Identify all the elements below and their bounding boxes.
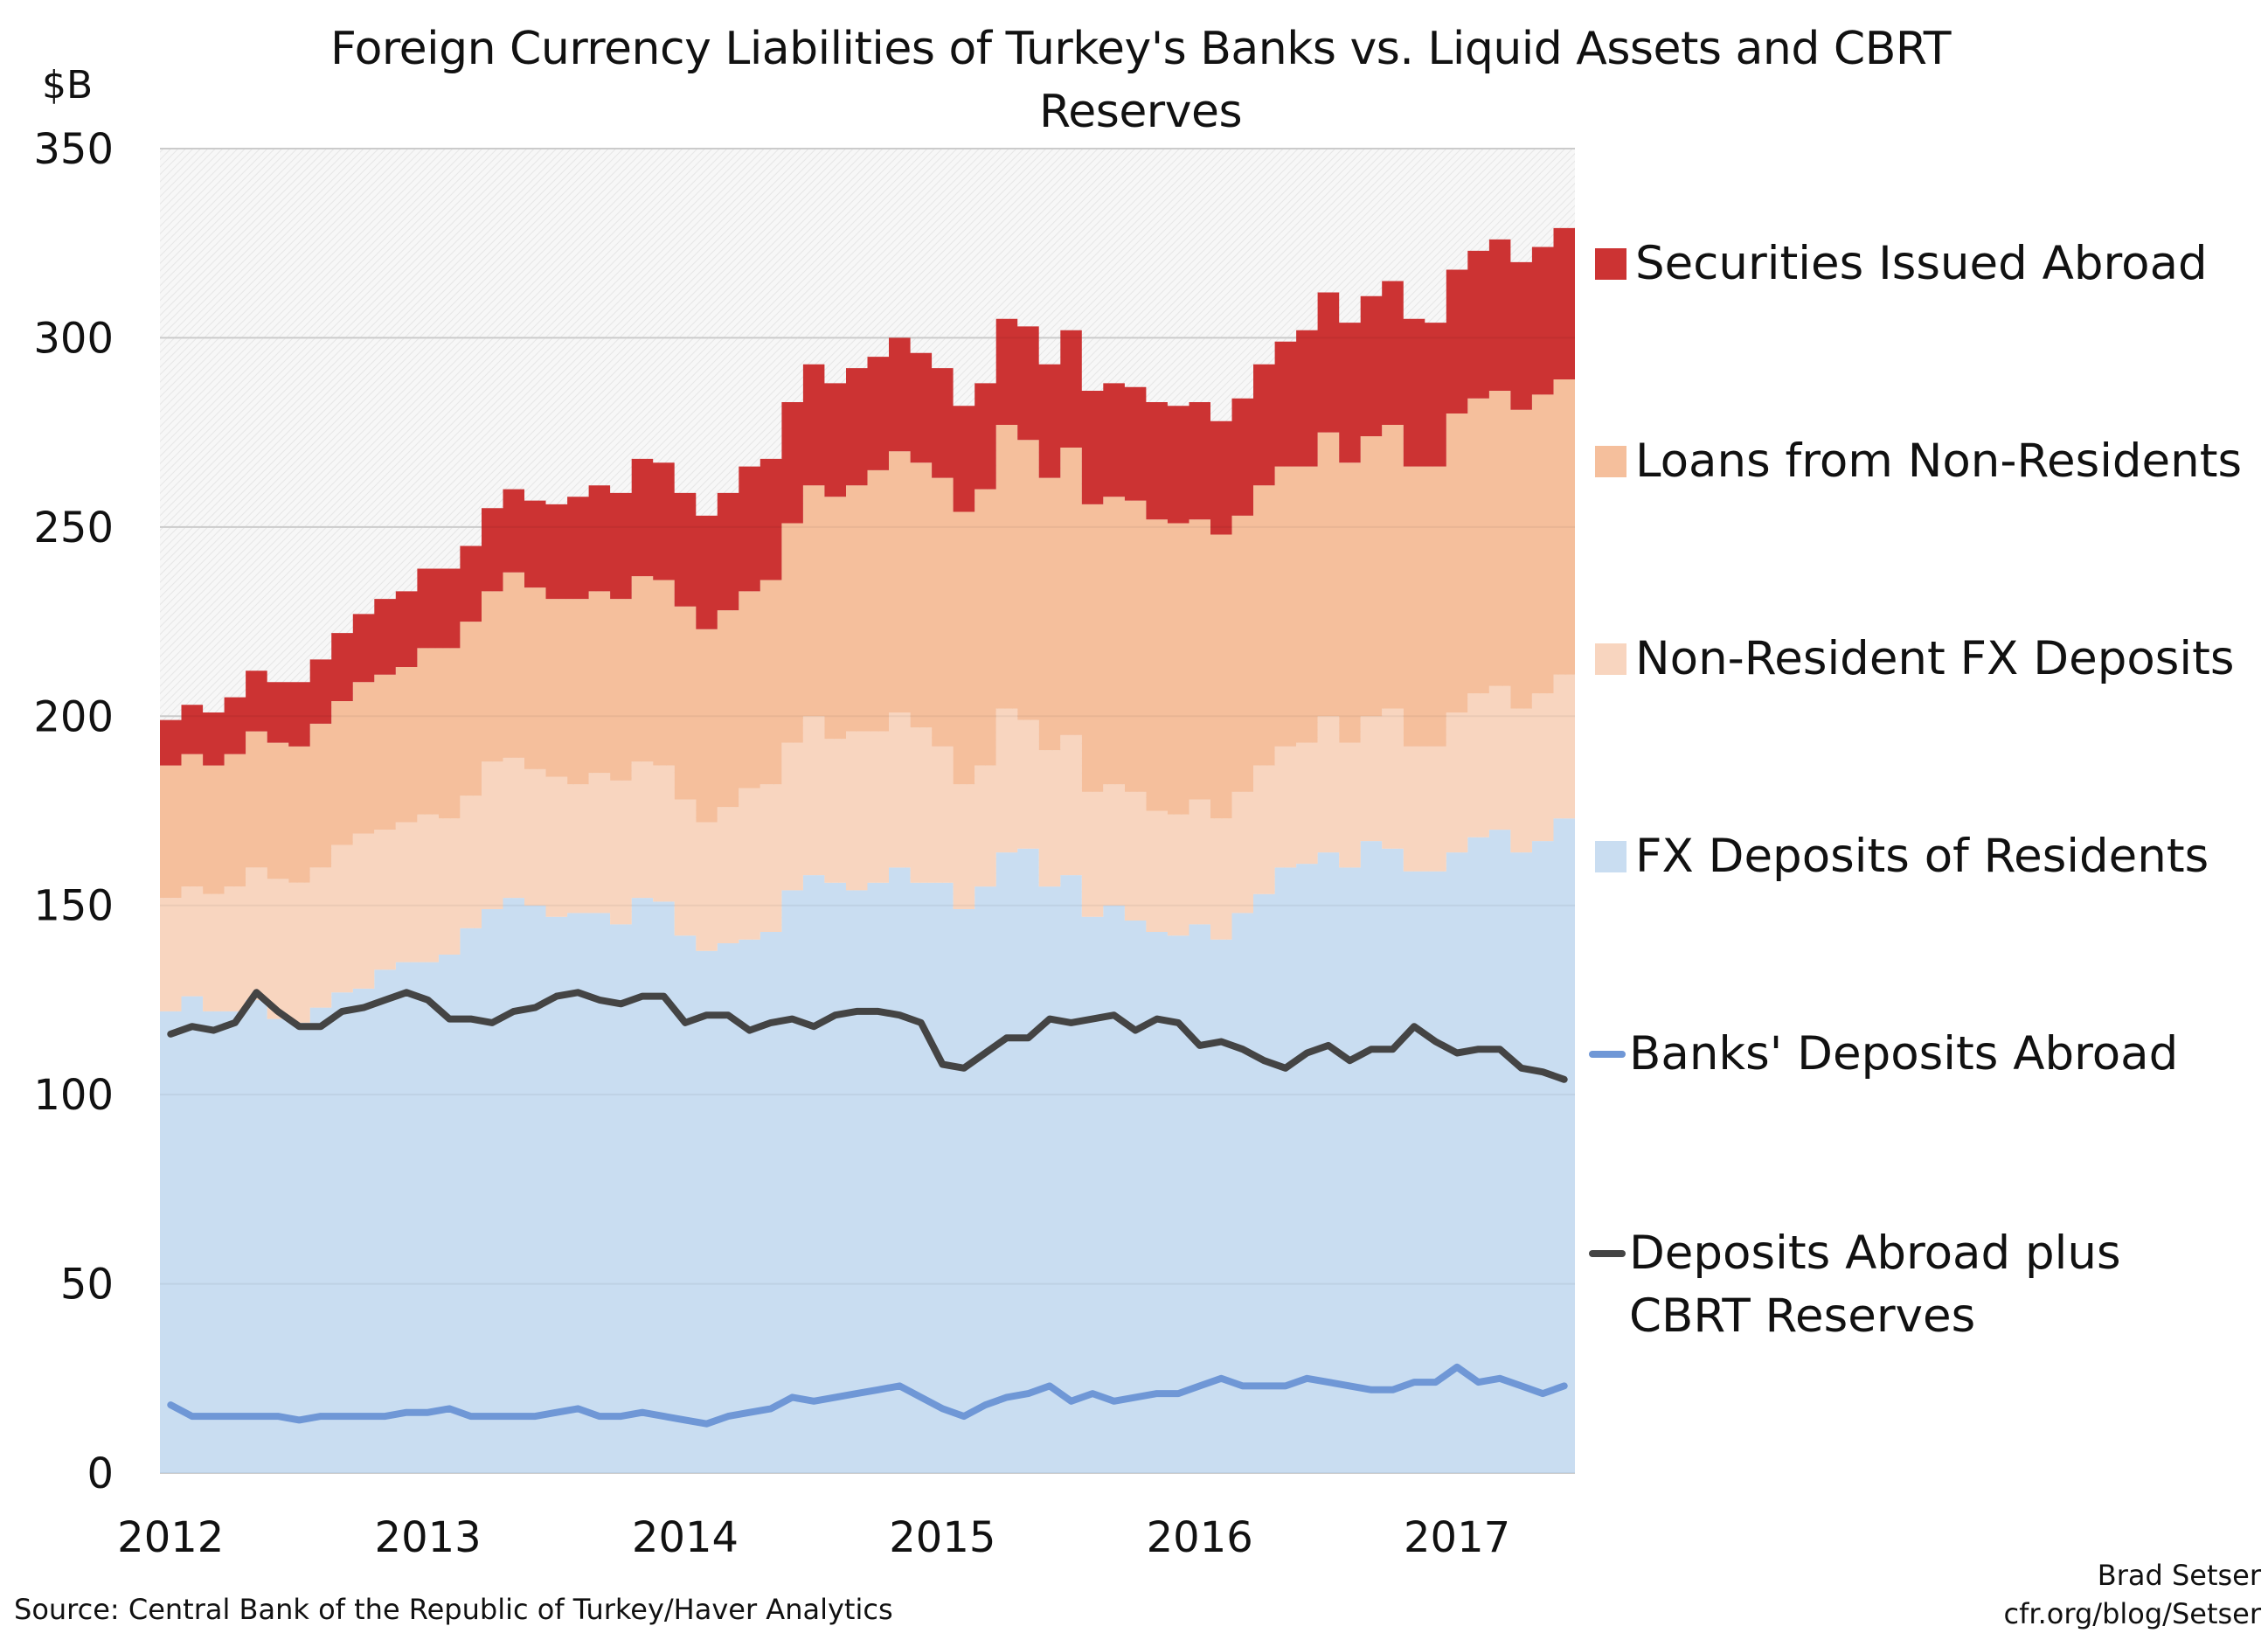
credit: Brad Setser cfr.org/blog/Setser bbox=[2004, 1556, 2261, 1633]
legend-swatch bbox=[1595, 643, 1626, 675]
legend-label: Loans from Non-Residents bbox=[1635, 434, 2243, 488]
legend-item-banks-deposits-abroad: Banks' Deposits Abroad bbox=[1589, 1023, 2178, 1086]
area-loans-from-non-residents bbox=[160, 379, 1575, 899]
legend-label: Deposits Abroad plus CBRT Reserves bbox=[1629, 1222, 2121, 1348]
y-axis-label: $B bbox=[42, 63, 94, 108]
legend-item-loans: Loans from Non-Residents bbox=[1595, 430, 2242, 493]
author: Brad Setser bbox=[2097, 1559, 2261, 1592]
line-banks-deposits-abroad bbox=[167, 1363, 1568, 1428]
x-tick-label: 2014 bbox=[632, 1513, 739, 1562]
y-tick-label: 0 bbox=[87, 1449, 114, 1498]
y-tick-label: 100 bbox=[33, 1071, 114, 1120]
blog-url: cfr.org/blog/Setser bbox=[2003, 1597, 2261, 1630]
legend-label-line2: CBRT Reserves bbox=[1629, 1289, 1976, 1343]
legend-swatch bbox=[1595, 446, 1626, 477]
legend-item-resident-deposits: FX Deposits of Residents bbox=[1595, 825, 2209, 888]
area-securities-issued-abroad bbox=[160, 227, 1575, 766]
x-tick-label: 2016 bbox=[1147, 1513, 1253, 1562]
source-note: Source: Central Bank of the Republic of … bbox=[14, 1593, 893, 1626]
legend-swatch bbox=[1595, 841, 1626, 872]
chart-title: Foreign Currency Liabilities of Turkey's… bbox=[330, 23, 1951, 138]
legend-label: FX Deposits of Residents bbox=[1635, 830, 2209, 883]
gridlines-overlay bbox=[160, 148, 1575, 1474]
legend-label: Banks' Deposits Abroad bbox=[1629, 1027, 2179, 1081]
line-deposits-abroad-plus-cbrt-reserves bbox=[167, 989, 1568, 1083]
x-tick-label: 2017 bbox=[1404, 1513, 1510, 1562]
y-tick-label: 150 bbox=[33, 882, 114, 931]
legend-label-line1: Deposits Abroad plus bbox=[1629, 1226, 2121, 1280]
legend-line-swatch bbox=[1589, 1250, 1626, 1257]
stacked-areas bbox=[160, 227, 1575, 1473]
legend-label: Non-Resident FX Deposits bbox=[1635, 632, 2235, 685]
legend-line-swatch bbox=[1589, 1051, 1626, 1058]
y-axis-ticks: 0 50 100 150 200 250 300 350 bbox=[33, 125, 114, 1498]
area-fx-deposits-of-residents bbox=[160, 818, 1575, 1473]
legend-item-deposits-plus-reserves: Deposits Abroad plus CBRT Reserves bbox=[1589, 1222, 2121, 1348]
area-non-resident-fx-deposits bbox=[160, 674, 1575, 1023]
legend-item-securities: Securities Issued Abroad bbox=[1595, 233, 2208, 295]
series-lines bbox=[167, 989, 1568, 1428]
x-tick-label: 2013 bbox=[375, 1513, 482, 1562]
y-tick-label: 50 bbox=[60, 1261, 114, 1310]
x-tick-label: 2012 bbox=[117, 1513, 224, 1562]
y-tick-label: 300 bbox=[33, 314, 114, 363]
legend-item-nonresident-deposits: Non-Resident FX Deposits bbox=[1595, 628, 2235, 691]
x-tick-label: 2015 bbox=[889, 1513, 995, 1562]
x-axis-ticks: 2012 2013 2014 2015 2016 2017 bbox=[117, 1513, 1510, 1562]
legend-swatch bbox=[1595, 248, 1626, 280]
y-tick-label: 200 bbox=[33, 692, 114, 741]
y-tick-label: 250 bbox=[33, 504, 114, 552]
legend-label: Securities Issued Abroad bbox=[1635, 237, 2208, 290]
y-tick-label: 350 bbox=[33, 125, 114, 174]
